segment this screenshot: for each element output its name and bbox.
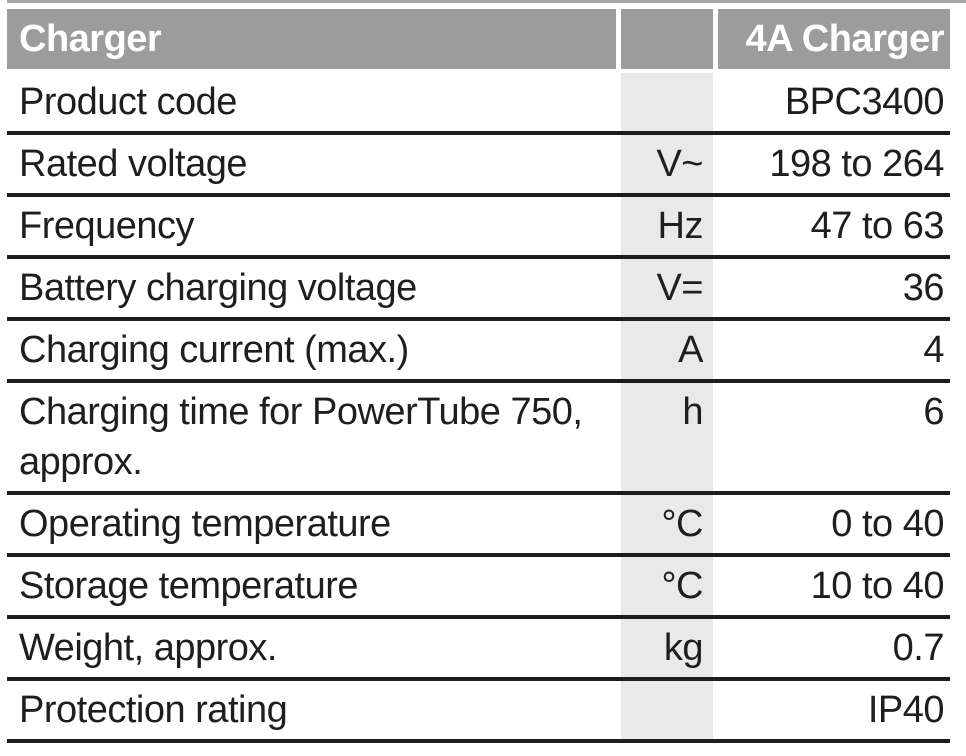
spec-value: 4 (923, 329, 944, 371)
spec-value: BPC3400 (784, 81, 945, 123)
spec-label: Charging time for PowerTube 750, approx. (19, 391, 583, 483)
table-row: Operating temperature °C 0 to 40 (7, 495, 950, 557)
table-body: Product code BPC3400 Rated voltage V~ 19… (7, 73, 950, 743)
spec-label: Product code (19, 81, 237, 123)
header-title: Charger (7, 9, 616, 69)
spec-value: IP40 (867, 689, 945, 731)
spec-label: Battery charging voltage (19, 267, 417, 309)
spec-value: 10 to 40 (810, 565, 945, 607)
table-row: Frequency Hz 47 to 63 (7, 197, 950, 259)
table-row: Battery charging voltage V= 36 (7, 259, 950, 321)
spec-label: Charging current (max.) (19, 329, 409, 371)
table-row: Charging time for PowerTube 750, approx.… (7, 383, 950, 495)
spec-unit (621, 681, 713, 739)
table-row: Weight, approx. kg 0.7 (7, 619, 950, 681)
spec-unit: V~ (621, 135, 713, 193)
spec-value: 6 (923, 391, 944, 433)
spec-label: Storage temperature (19, 565, 359, 607)
spec-unit: h (621, 383, 713, 491)
spec-unit: °C (621, 495, 713, 553)
header-unit-cell (621, 9, 713, 69)
spec-unit (621, 73, 713, 131)
spec-unit: °C (621, 557, 713, 615)
spec-unit: Hz (621, 197, 713, 255)
spec-value: 198 to 264 (769, 143, 944, 185)
spec-value: 47 to 63 (810, 205, 945, 247)
table-header-row: Charger 4A Charger (7, 9, 950, 69)
top-rule-divider (7, 0, 966, 3)
spec-value: 0 to 40 (831, 503, 944, 545)
table-row: Product code BPC3400 (7, 73, 950, 135)
spec-label: Operating temperature (19, 503, 391, 545)
spec-value: 36 (902, 267, 945, 309)
spec-label: Weight, approx. (19, 627, 277, 669)
spec-unit: A (621, 321, 713, 379)
table-row: Charging current (max.) A 4 (7, 321, 950, 383)
spec-unit: V= (621, 259, 713, 317)
table-row: Rated voltage V~ 198 to 264 (7, 135, 950, 197)
table-row: Protection rating IP40 (7, 681, 950, 743)
spec-label: Frequency (19, 205, 195, 247)
spec-value: 0.7 (892, 627, 945, 669)
header-column-title: 4A Charger (718, 9, 950, 69)
charger-spec-table: Charger 4A Charger Product code BPC3400 … (7, 9, 950, 743)
spec-unit: kg (621, 619, 713, 677)
spec-label: Protection rating (19, 689, 288, 731)
table-row: Storage temperature °C 10 to 40 (7, 557, 950, 619)
spec-label: Rated voltage (19, 143, 248, 185)
